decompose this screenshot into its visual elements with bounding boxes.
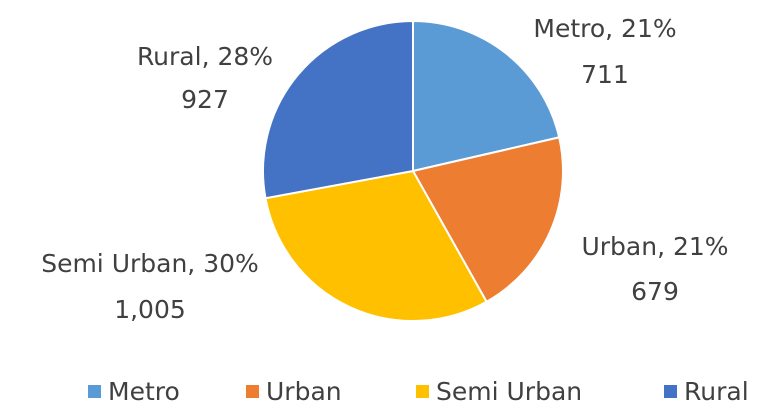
legend-label: Metro	[108, 377, 180, 406]
data-label: Urban, 21%	[581, 232, 728, 261]
value-label: 1,005	[114, 295, 186, 324]
legend-swatch	[416, 385, 429, 398]
value-label: 679	[631, 277, 679, 306]
legend-label: Rural	[684, 377, 749, 406]
pie-slice	[412, 19, 561, 173]
pie-slice	[262, 19, 414, 200]
pie-slice	[411, 136, 564, 304]
legend-label: Semi Urban	[436, 377, 582, 406]
legend-swatch	[88, 385, 101, 398]
legend-swatch	[664, 385, 677, 398]
data-label: Metro, 21%	[533, 14, 676, 43]
data-label: Rural, 28%	[137, 42, 273, 71]
pie-slice	[264, 169, 488, 322]
legend-swatch	[246, 385, 259, 398]
data-label: Semi Urban, 30%	[41, 249, 259, 278]
value-label: 927	[181, 85, 229, 114]
legend-label: Urban	[266, 377, 342, 406]
value-label: 711	[581, 60, 629, 89]
